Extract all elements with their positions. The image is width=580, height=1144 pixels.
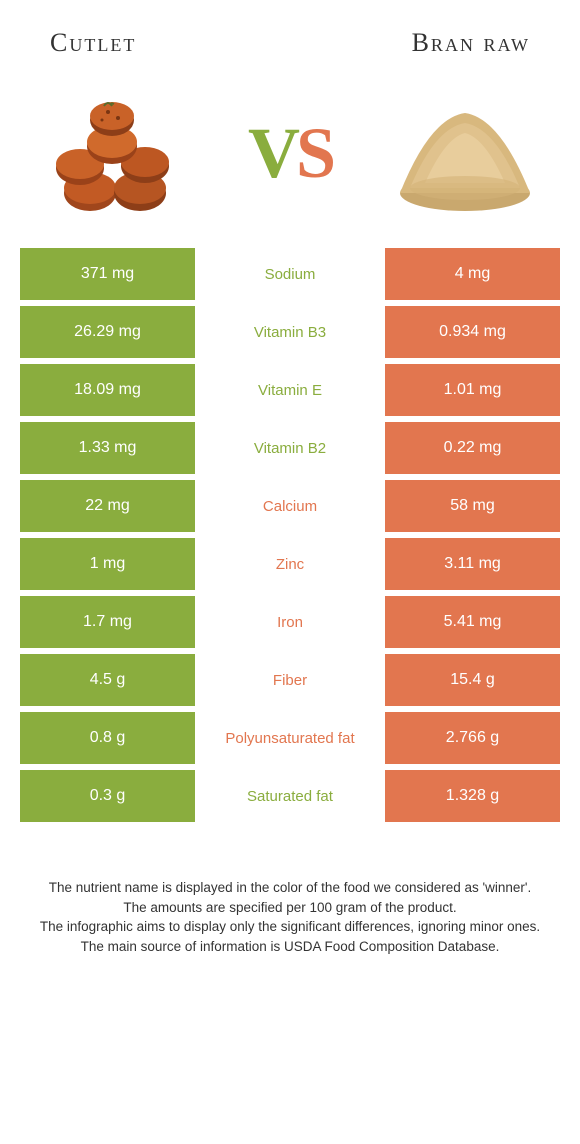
value-left: 0.8 g — [20, 712, 195, 764]
footer-line: The nutrient name is displayed in the co… — [30, 878, 550, 898]
footer-notes: The nutrient name is displayed in the co… — [0, 828, 580, 956]
nutrient-table: 371 mgSodium4 mg 26.29 mgVitamin B30.934 … — [0, 248, 580, 822]
title-left: Cutlet — [50, 28, 136, 58]
value-right: 15.4 g — [385, 654, 560, 706]
value-right: 2.766 g — [385, 712, 560, 764]
nutrient-label: Fiber — [195, 654, 385, 706]
value-left: 0.3 g — [20, 770, 195, 822]
value-right: 0.934 mg — [385, 306, 560, 358]
footer-line: The amounts are specified per 100 gram o… — [30, 898, 550, 918]
nutrient-label: Calcium — [195, 480, 385, 532]
nutrient-label: Iron — [195, 596, 385, 648]
table-row: 22 mgCalcium58 mg — [20, 480, 560, 532]
nutrient-label: Zinc — [195, 538, 385, 590]
value-left: 1 mg — [20, 538, 195, 590]
vs-v: V — [248, 112, 296, 195]
value-left: 1.33 mg — [20, 422, 195, 474]
table-row: 0.3 gSaturated fat1.328 g — [20, 770, 560, 822]
value-right: 58 mg — [385, 480, 560, 532]
value-left: 22 mg — [20, 480, 195, 532]
nutrient-label: Saturated fat — [195, 770, 385, 822]
title-right: Bran raw — [412, 28, 530, 58]
value-left: 4.5 g — [20, 654, 195, 706]
table-row: 1.33 mgVitamin B20.22 mg — [20, 422, 560, 474]
nutrient-label: Polyunsaturated fat — [195, 712, 385, 764]
value-left: 26.29 mg — [20, 306, 195, 358]
value-left: 1.7 mg — [20, 596, 195, 648]
footer-line: The infographic aims to display only the… — [30, 917, 550, 937]
footer-line: The main source of information is USDA F… — [30, 937, 550, 957]
table-row: 1.7 mgIron5.41 mg — [20, 596, 560, 648]
nutrient-label: Vitamin B3 — [195, 306, 385, 358]
table-row: 0.8 gPolyunsaturated fat2.766 g — [20, 712, 560, 764]
value-right: 3.11 mg — [385, 538, 560, 590]
vs-s: S — [296, 112, 332, 195]
table-row: 4.5 gFiber15.4 g — [20, 654, 560, 706]
value-right: 0.22 mg — [385, 422, 560, 474]
nutrient-label: Sodium — [195, 248, 385, 300]
value-left: 18.09 mg — [20, 364, 195, 416]
value-right: 1.01 mg — [385, 364, 560, 416]
header: Cutlet Bran raw — [0, 0, 580, 68]
vs-text: VS — [248, 112, 332, 195]
value-left: 371 mg — [20, 248, 195, 300]
table-row: 26.29 mgVitamin B30.934 mg — [20, 306, 560, 358]
value-right: 5.41 mg — [385, 596, 560, 648]
table-row: 371 mgSodium4 mg — [20, 248, 560, 300]
table-row: 18.09 mgVitamin E1.01 mg — [20, 364, 560, 416]
table-row: 1 mgZinc3.11 mg — [20, 538, 560, 590]
nutrient-label: Vitamin E — [195, 364, 385, 416]
value-right: 1.328 g — [385, 770, 560, 822]
images-row: VS — [0, 68, 580, 248]
bran-image — [390, 88, 540, 218]
cutlet-image — [40, 88, 190, 218]
nutrient-label: Vitamin B2 — [195, 422, 385, 474]
value-right: 4 mg — [385, 248, 560, 300]
